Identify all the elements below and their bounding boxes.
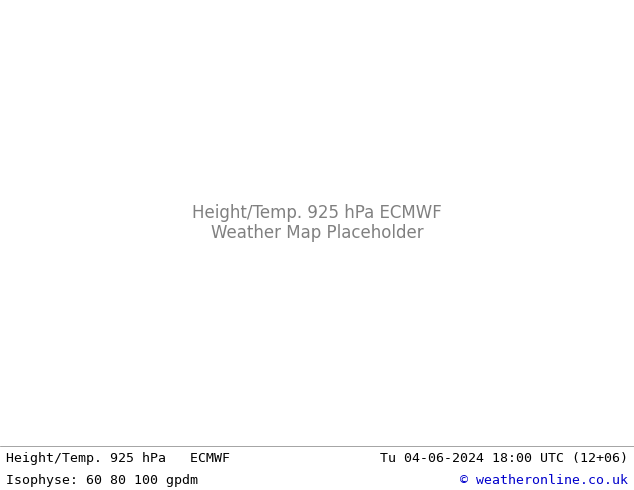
Text: Isophyse: 60 80 100 gpdm: Isophyse: 60 80 100 gpdm — [6, 474, 198, 487]
Text: © weatheronline.co.uk: © weatheronline.co.uk — [460, 474, 628, 487]
Text: Tu 04-06-2024 18:00 UTC (12+06): Tu 04-06-2024 18:00 UTC (12+06) — [380, 452, 628, 465]
Text: Height/Temp. 925 hPa ECMWF
Weather Map Placeholder: Height/Temp. 925 hPa ECMWF Weather Map P… — [192, 203, 442, 243]
Text: Height/Temp. 925 hPa   ECMWF: Height/Temp. 925 hPa ECMWF — [6, 452, 230, 465]
